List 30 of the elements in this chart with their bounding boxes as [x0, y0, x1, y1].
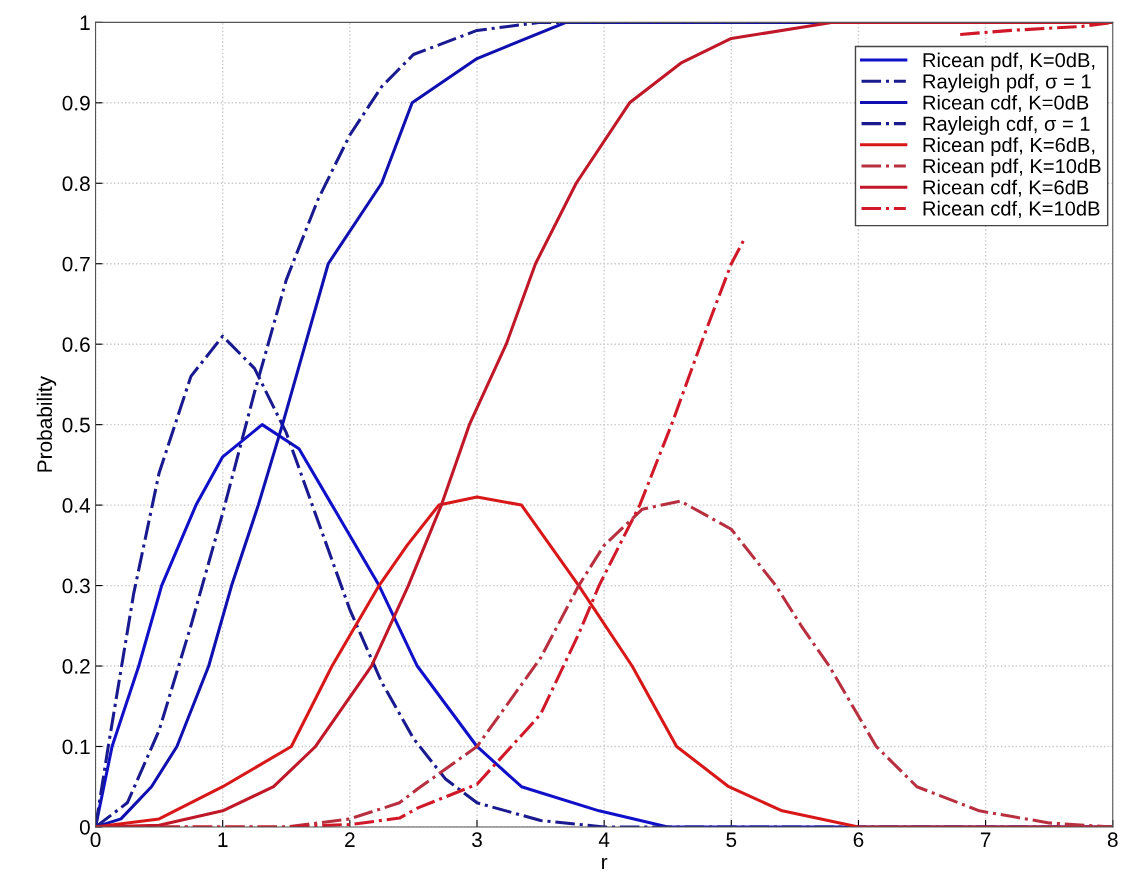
legend-label: Rayleigh cdf, σ = 1 — [923, 116, 1090, 135]
y-axis-title: Probability — [36, 376, 57, 472]
x-tick-label: 6 — [853, 832, 864, 848]
y-tick-label: 0.7 — [62, 256, 90, 272]
legend-label: Ricean pdf, K=6dB, — [923, 137, 1095, 157]
legend-label: Rayleigh pdf, σ = 1 — [923, 73, 1091, 93]
legend-label: Ricean cdf, K=10dB — [923, 200, 1100, 219]
y-tick-label: 0.4 — [62, 498, 91, 513]
legend-label: Ricean pdf, K=0dB, — [923, 52, 1095, 72]
y-tick-label: 0.5 — [62, 417, 90, 433]
legend-label: Ricean cdf, K=0dB — [923, 94, 1089, 113]
x-tick-label: 0 — [90, 832, 101, 848]
y-tick-label: 0 — [79, 819, 90, 835]
y-tick-label: 0.3 — [62, 578, 90, 594]
y-tick-label: 0.1 — [62, 739, 90, 755]
y-tick-label: 0.8 — [62, 176, 90, 192]
x-tick-label: 3 — [472, 832, 482, 848]
x-tick-label: 5 — [726, 832, 737, 848]
x-tick-label: 8 — [1107, 832, 1118, 848]
x-tick-label: 4 — [598, 832, 610, 847]
x-tick-label: 1 — [218, 832, 228, 847]
legend-label: Ricean pdf, K=10dB — [923, 158, 1101, 178]
x-tick-label: 2 — [345, 832, 355, 847]
y-tick-label: 0.2 — [62, 659, 90, 674]
x-axis-title: r — [602, 857, 608, 870]
x-tick-label: 7 — [980, 832, 991, 847]
y-tick-label: 1 — [80, 15, 90, 30]
y-tick-label: 0.6 — [62, 337, 90, 352]
y-tick-label: 0.9 — [62, 95, 90, 111]
legend-label: Ricean cdf, K=6dB — [923, 179, 1089, 197]
